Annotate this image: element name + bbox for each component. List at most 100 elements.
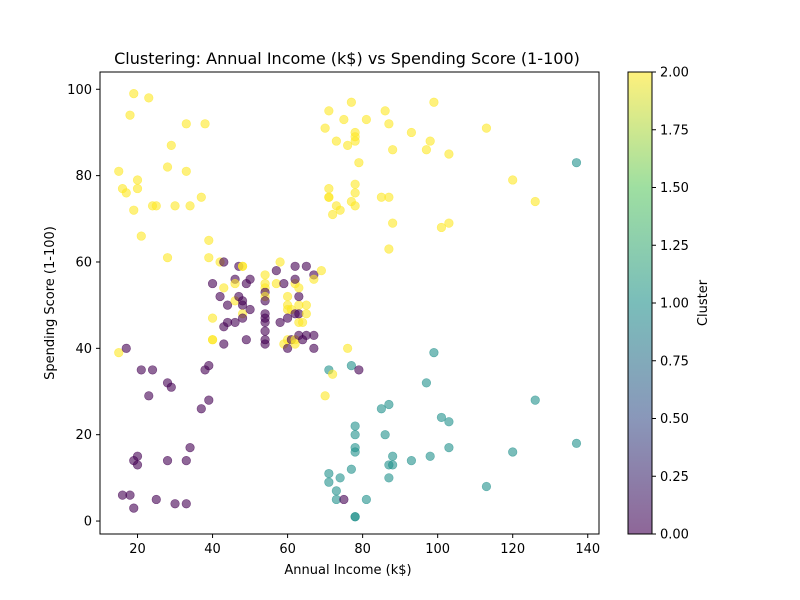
data-point <box>222 300 233 310</box>
colorbar-tick-label: 1.25 <box>660 239 689 254</box>
data-point <box>144 93 154 103</box>
data-point <box>429 97 439 107</box>
y-tick-label: 100 <box>67 83 92 98</box>
y-axis: 0 20 40 60 80 100 <box>67 83 100 530</box>
x-tick-label: 120 <box>500 542 525 557</box>
x-tick-label: 40 <box>204 542 221 557</box>
data-point <box>350 421 360 431</box>
data-point <box>121 343 131 353</box>
data-point <box>376 404 386 414</box>
data-point <box>129 205 139 215</box>
data-point <box>219 283 229 293</box>
data-point <box>181 455 191 466</box>
colorbar-tick-label: 1.00 <box>660 297 689 312</box>
data-point <box>114 348 124 358</box>
data-point <box>354 365 364 375</box>
data-point <box>151 201 161 211</box>
data-point <box>343 343 353 353</box>
data-point <box>316 266 326 276</box>
data-point <box>350 179 360 189</box>
colorbar-tick-label: 1.50 <box>660 181 689 196</box>
data-point <box>361 494 371 505</box>
data-point <box>260 326 270 336</box>
y-tick-label: 0 <box>84 515 92 530</box>
data-point <box>204 361 214 371</box>
data-point <box>162 162 173 172</box>
data-point <box>129 503 139 513</box>
data-point <box>170 201 180 211</box>
colorbar-tick-label: 0.00 <box>660 528 689 543</box>
data-point <box>384 399 394 410</box>
data-point <box>508 175 518 185</box>
data-point <box>350 447 360 457</box>
data-point <box>114 166 124 176</box>
data-point <box>421 378 432 388</box>
data-point <box>508 447 518 457</box>
data-point <box>260 339 270 349</box>
data-point <box>207 335 218 345</box>
data-point <box>121 188 131 198</box>
data-point <box>294 283 304 293</box>
data-point <box>219 257 229 267</box>
data-point <box>282 343 293 353</box>
data-point <box>260 296 270 306</box>
data-point <box>204 253 214 263</box>
data-point <box>309 330 319 340</box>
colorbar-tick-label: 0.25 <box>660 470 689 485</box>
data-point <box>132 451 143 461</box>
data-point <box>346 361 356 371</box>
data-point <box>237 261 248 271</box>
y-tick-label: 60 <box>75 255 92 270</box>
data-point <box>230 278 240 289</box>
data-point <box>388 145 398 155</box>
data-point <box>181 119 191 129</box>
data-point <box>245 304 255 315</box>
x-tick-label: 20 <box>129 542 146 557</box>
data-point <box>275 317 285 328</box>
data-point <box>275 257 285 267</box>
data-point <box>339 494 349 505</box>
data-point <box>241 335 251 345</box>
data-point <box>260 270 270 280</box>
x-tick-label: 140 <box>575 542 600 557</box>
data-point <box>380 106 390 116</box>
data-point <box>530 395 540 405</box>
data-point <box>335 473 345 483</box>
data-point <box>237 313 248 323</box>
data-point <box>282 313 293 323</box>
data-point <box>436 222 447 233</box>
data-point <box>301 261 311 271</box>
x-tick-label: 80 <box>354 542 371 557</box>
chart-title: Clustering: Annual Income (k$) vs Spendi… <box>114 49 580 68</box>
data-point <box>350 430 360 440</box>
colorbar-tick-label: 0.75 <box>660 354 689 369</box>
data-point <box>185 201 195 211</box>
data-point <box>571 438 582 448</box>
data-point <box>444 149 454 159</box>
points-layer <box>114 88 582 522</box>
data-point <box>290 274 300 284</box>
x-tick-label: 60 <box>279 542 296 557</box>
data-point <box>350 512 360 522</box>
data-point <box>132 175 143 185</box>
data-point <box>384 473 394 483</box>
y-axis-label: Spending Score (1-100) <box>43 226 58 380</box>
data-point <box>429 348 439 358</box>
data-point <box>425 451 435 461</box>
data-point <box>324 106 334 116</box>
data-point <box>166 140 176 151</box>
data-point <box>346 464 356 474</box>
data-point <box>388 451 398 461</box>
data-point <box>301 309 311 319</box>
data-point <box>125 490 135 500</box>
data-point <box>384 119 394 129</box>
data-point <box>245 274 255 284</box>
data-point <box>136 365 146 375</box>
data-point <box>237 300 248 310</box>
y-tick-label: 20 <box>75 428 92 443</box>
data-point <box>166 382 176 392</box>
data-point <box>339 114 349 125</box>
data-point <box>350 132 360 142</box>
data-point <box>571 158 582 168</box>
